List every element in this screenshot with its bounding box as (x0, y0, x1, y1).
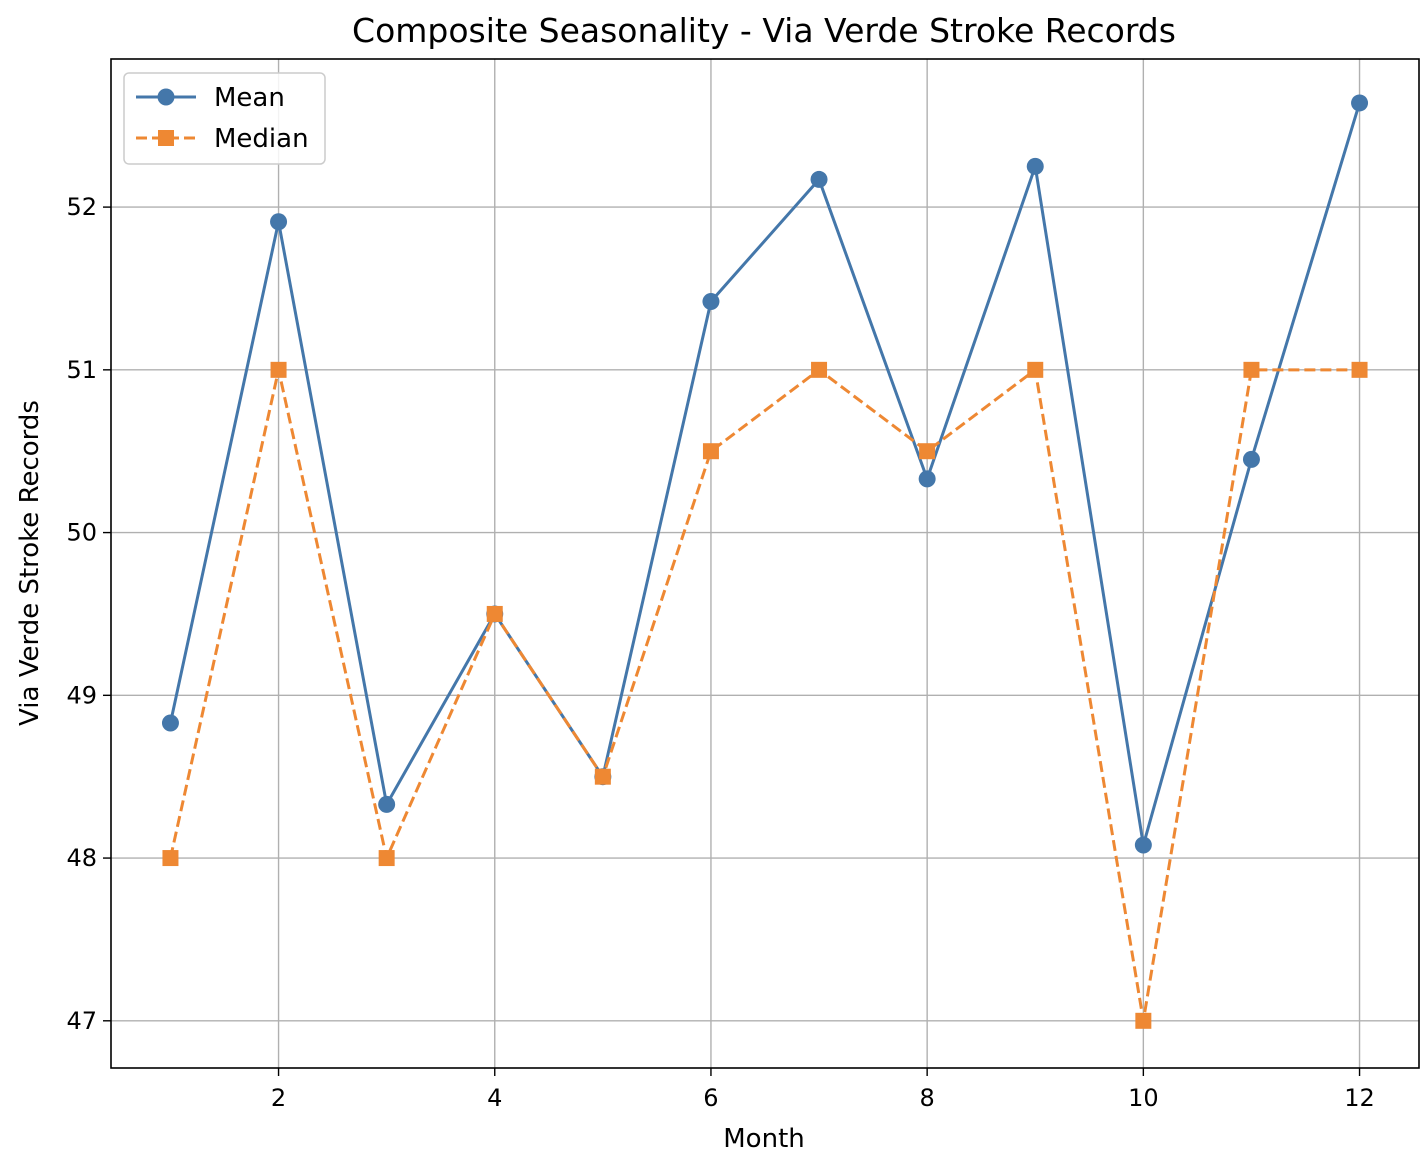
y-tick-label: 48 (66, 844, 97, 872)
tick-layer: 2 4 6 8 10 12 47 48 49 50 51 52 (66, 193, 1374, 1112)
y-tick-label: 47 (66, 1007, 97, 1035)
x-tick-label: 2 (271, 1084, 286, 1112)
x-tick-label: 10 (1128, 1084, 1159, 1112)
legend: Mean Median (123, 72, 326, 165)
plot-frame (110, 58, 1420, 1069)
y-tick-label: 52 (66, 193, 97, 221)
x-tick-label: 8 (920, 1084, 935, 1112)
data-point-median (1243, 361, 1260, 378)
x-tick-label: 4 (487, 1084, 502, 1112)
data-point-median (486, 605, 503, 622)
data-point-mean (918, 470, 936, 488)
data-point-mean (1026, 157, 1044, 175)
data-point-median (1027, 361, 1044, 378)
data-point-median (1135, 1012, 1152, 1029)
data-point-median (702, 443, 719, 460)
y-tick-label: 50 (66, 519, 97, 547)
x-tick-label: 12 (1344, 1084, 1375, 1112)
data-point-median (811, 361, 828, 378)
data-point-median (270, 361, 287, 378)
data-point-mean (1242, 450, 1260, 468)
legend-label-median: Median (214, 124, 309, 154)
data-point-median (378, 850, 395, 867)
legend-marker-mean (157, 88, 175, 106)
series-line-mean (168, 102, 1361, 847)
chart-title: Composite Seasonality - Via Verde Stroke… (352, 11, 1176, 50)
x-axis-label: Month (723, 1124, 805, 1154)
data-point-mean (378, 795, 396, 813)
series-layer (161, 94, 1369, 1029)
data-point-median (919, 443, 936, 460)
data-point-mean (161, 714, 179, 732)
data-point-mean (1351, 94, 1369, 112)
x-tick-label: 6 (703, 1084, 718, 1112)
data-point-mean (810, 170, 828, 188)
data-point-median (594, 768, 611, 785)
data-point-mean (1134, 836, 1152, 854)
data-point-median (1351, 361, 1368, 378)
data-point-mean (270, 213, 288, 231)
y-tick-label: 49 (66, 681, 97, 709)
data-point-mean (702, 292, 720, 310)
series-line-median (168, 368, 1360, 1023)
y-tick-label: 51 (66, 356, 97, 384)
gridlines (111, 59, 1419, 1068)
legend-label-mean: Mean (214, 83, 285, 113)
y-axis-label: Via Verde Stroke Records (15, 400, 45, 726)
legend-marker-median (158, 130, 174, 146)
data-point-median (162, 850, 179, 867)
